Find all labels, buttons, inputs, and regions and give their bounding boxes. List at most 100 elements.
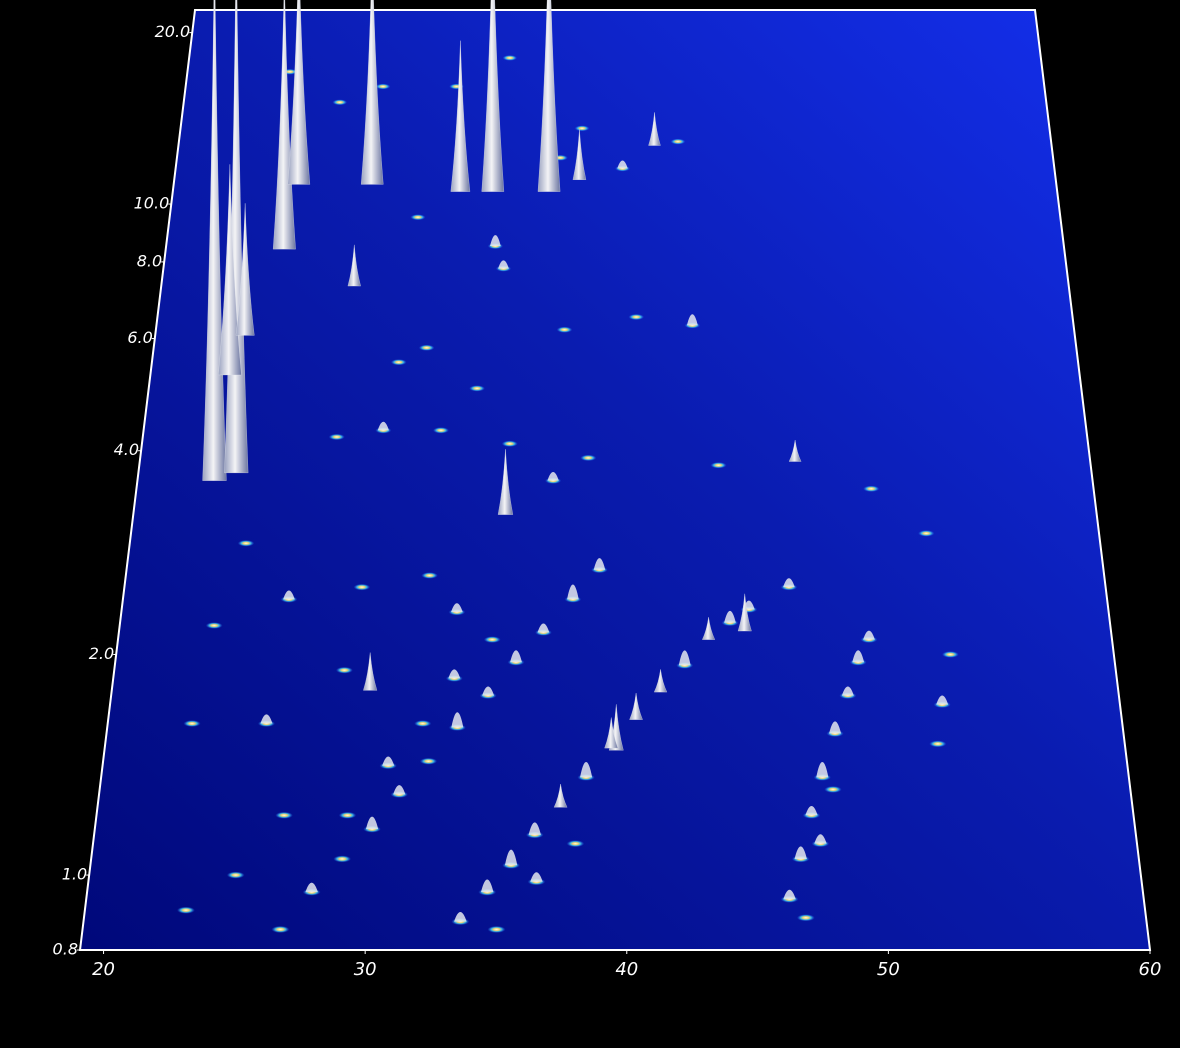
spot [941, 651, 959, 658]
peak [788, 440, 802, 462]
peak-bump [814, 834, 827, 844]
peak [497, 449, 514, 515]
spot [237, 540, 255, 547]
spot [918, 530, 935, 537]
peak-bump [365, 816, 379, 830]
spot [710, 462, 727, 469]
y-tick-label: 20.0 [155, 22, 191, 41]
peak [648, 112, 661, 146]
spot [419, 757, 438, 765]
spot [338, 811, 357, 819]
y-tick-label: 6.0 [127, 328, 152, 347]
x-tick-label: 30 [354, 959, 377, 980]
peak-bump [678, 650, 691, 666]
peak [363, 652, 378, 691]
peak-bump [480, 879, 494, 893]
plot-plane [78, 9, 1152, 951]
x-tick-label: 20 [92, 959, 115, 980]
spot [502, 55, 518, 61]
peak [629, 693, 643, 720]
spot [487, 925, 506, 933]
peak-bump [382, 756, 395, 766]
peak-bump [863, 630, 875, 640]
peak-bump [567, 584, 579, 600]
peak [347, 244, 361, 287]
x-tick-label: 40 [615, 959, 638, 980]
spot [353, 583, 371, 591]
spot [796, 914, 815, 922]
y-tick-label: 1.0 [62, 865, 87, 884]
peak [701, 617, 716, 640]
spot [421, 572, 438, 579]
spot [432, 427, 449, 434]
peak-bump [510, 650, 522, 663]
spot [271, 925, 290, 933]
peak-bump [490, 235, 501, 247]
spot [556, 326, 573, 333]
x-tick-label: 60 [1139, 959, 1162, 980]
peak [450, 40, 471, 192]
peak-bump [852, 650, 865, 663]
spot [335, 666, 353, 674]
spot [574, 125, 590, 132]
peak-bump [537, 623, 550, 633]
y-tick-label: 4.0 [114, 440, 139, 459]
spot [418, 344, 435, 351]
peak-bump [829, 721, 842, 734]
spot [628, 313, 645, 321]
peak-bump [305, 882, 318, 893]
spot [375, 83, 391, 90]
peak-bump [841, 686, 854, 696]
peak [360, 0, 384, 185]
peak-bump [454, 912, 467, 922]
peak-bump [260, 714, 273, 724]
spot [177, 906, 195, 914]
spot [332, 99, 348, 106]
peak-bump [580, 761, 593, 778]
peak-bump [816, 761, 829, 778]
spot [580, 454, 597, 462]
peak-bump [498, 260, 509, 269]
spot [390, 359, 407, 366]
peak-bump [936, 695, 949, 705]
spot [333, 855, 352, 863]
spot [863, 485, 880, 492]
spot [328, 433, 345, 441]
spot [414, 720, 432, 727]
peak [272, 0, 296, 250]
spot [469, 385, 485, 392]
spot [566, 840, 585, 848]
peak-bump [783, 578, 795, 588]
peak-bump [448, 669, 461, 679]
peak-bump [783, 889, 796, 900]
y-tick-label: 0.8 [53, 940, 78, 959]
peak-bump [593, 558, 606, 570]
peak [287, 0, 311, 185]
spot [929, 740, 947, 748]
peak-bump [283, 590, 295, 600]
peak-bump [451, 603, 463, 613]
peak [653, 669, 668, 693]
peak [235, 203, 255, 336]
peak-bump [504, 849, 518, 866]
peak [553, 783, 568, 808]
peak-bump [530, 872, 543, 882]
y-tick-label: 8.0 [137, 251, 162, 270]
spot [183, 720, 201, 727]
peak [604, 717, 619, 749]
peak-bump [686, 314, 698, 326]
peak [572, 129, 587, 180]
spot [501, 440, 518, 447]
peak-bump [805, 805, 818, 816]
spot [205, 622, 223, 629]
peak-bump [617, 160, 628, 169]
peak-bump [794, 846, 807, 859]
spot [410, 214, 426, 221]
spot [275, 811, 293, 819]
peak-bump [482, 686, 495, 696]
peak-bump [393, 785, 406, 795]
spot [670, 138, 686, 145]
peak [537, 0, 561, 192]
peak [481, 0, 505, 192]
